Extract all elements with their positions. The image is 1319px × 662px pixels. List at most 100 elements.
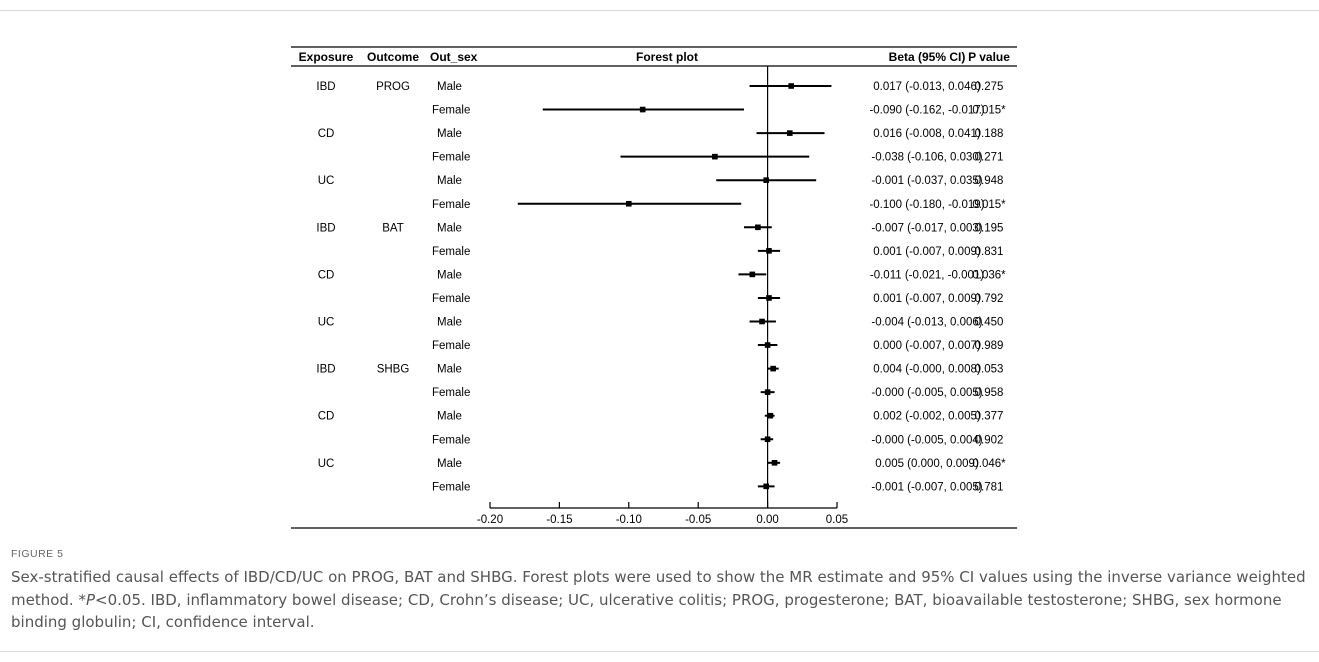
sex-cell: Female <box>432 105 470 117</box>
sex-cell: Male <box>437 222 462 234</box>
point-estimate <box>749 271 756 278</box>
point-estimate <box>639 106 646 113</box>
point-estimate <box>787 130 793 136</box>
table-row: UC Male -0.004 (-0.013, 0.006)0.450 <box>318 317 1004 329</box>
header-p-value: P value <box>968 50 1010 64</box>
table-row: Female 0.001 (-0.007, 0.009)0.792 <box>432 293 1003 305</box>
p-value-cell: 0.377 <box>975 411 1004 423</box>
sex-cell: Female <box>432 387 470 399</box>
point-estimate <box>763 483 770 490</box>
caption-italic-p: P <box>85 590 96 609</box>
point-estimate <box>788 83 794 89</box>
sex-cell: Female <box>432 246 470 258</box>
point-estimate <box>763 177 770 183</box>
p-value-cell: 0.958 <box>975 387 1004 399</box>
exposure-cell: UC <box>318 317 335 329</box>
point-estimate <box>755 224 761 231</box>
p-value-cell: 0.902 <box>975 434 1004 446</box>
point-estimate <box>766 295 772 301</box>
x-tick-label: -0.20 <box>477 514 503 526</box>
beta-ci-cell: 0.004 (-0.000, 0.008) <box>873 364 981 376</box>
table-row: Female -0.038 (-0.106, 0.030)0.271 <box>432 152 1003 164</box>
sex-cell: Male <box>437 269 462 281</box>
p-value-cell: 0.831 <box>975 246 1004 258</box>
table-row: Female -0.090 (-0.162, -0.017)0.015* <box>432 105 1006 117</box>
sex-cell: Female <box>432 199 470 211</box>
beta-ci-cell: 0.005 (0.000, 0.009) <box>875 458 979 470</box>
beta-ci-cell: -0.011 (-0.021, -0.001) <box>870 269 984 281</box>
table-row: IBD BAT Male -0.007 (-0.017, 0.003)0.195 <box>316 222 1003 234</box>
figure-caption: Sex-stratified causal effects of IBD/CD/… <box>11 566 1306 634</box>
caption-text-post: <0.05. IBD, inflammatory bowel disease; … <box>11 590 1282 632</box>
point-estimate <box>759 318 765 325</box>
beta-ci-cell: -0.100 (-0.180, -0.019) <box>869 199 984 211</box>
header-exposure: Exposure <box>299 50 354 64</box>
table-rows: IBD PROG Male 0.017 (-0.013, 0.046)0.275 Fem… <box>316 81 1006 493</box>
point-estimate <box>626 200 632 207</box>
beta-ci-cell: -0.038 (-0.106, 0.030) <box>871 152 982 164</box>
p-value-cell: 0.271 <box>975 152 1004 164</box>
x-tick-label: -0.15 <box>546 514 572 526</box>
table-row: CD Male 0.002 (-0.002, 0.005)0.377 <box>318 411 1004 423</box>
table-row: IBD PROG Male 0.017 (-0.013, 0.046)0.275 <box>316 81 1003 93</box>
sex-cell: Male <box>437 458 462 470</box>
outcome-cell: SHBG <box>377 364 410 376</box>
table-row: CD Male 0.016 (-0.008, 0.041)0.188 <box>318 128 1004 140</box>
table-row: UC Male 0.005 (0.000, 0.009)0.046* <box>318 458 1006 470</box>
p-value-cell: 0.053 <box>975 364 1004 376</box>
figure-label: FIGURE 5 <box>11 548 64 560</box>
sex-cell: Male <box>437 364 462 376</box>
beta-ci-cell: -0.004 (-0.013, 0.006) <box>871 317 982 329</box>
p-value-cell: 0.792 <box>975 293 1004 305</box>
outcome-cell: PROG <box>376 81 410 93</box>
exposure-cell: CD <box>318 128 335 140</box>
sex-cell: Male <box>437 411 462 423</box>
p-value-cell: 0.015* <box>972 199 1006 211</box>
point-estimate <box>767 412 774 419</box>
beta-ci-cell: -0.090 (-0.162, -0.017) <box>869 105 984 117</box>
p-value-cell: 0.989 <box>975 340 1004 352</box>
sex-cell: Male <box>437 175 462 187</box>
exposure-cell: IBD <box>316 81 335 93</box>
beta-ci-cell: -0.001 (-0.037, 0.035) <box>871 175 982 187</box>
sex-cell: Female <box>432 340 470 352</box>
sex-cell: Male <box>437 317 462 329</box>
exposure-cell: UC <box>318 175 335 187</box>
beta-ci-cell: 0.002 (-0.002, 0.005) <box>873 411 981 423</box>
p-value-cell: 0.036* <box>972 269 1006 281</box>
table-row: Female -0.000 (-0.005, 0.005)0.958 <box>432 387 1003 399</box>
x-axis: -0.20 -0.15 -0.10 -0.05 0.00 0.05 <box>477 502 848 526</box>
p-value-cell: 0.781 <box>975 481 1004 493</box>
forest-plot-figure: Exposure Outcome Out_sex Forest plot Bet… <box>291 46 1017 529</box>
p-value-cell: 0.195 <box>975 222 1004 234</box>
table-row: Female -0.001 (-0.007, 0.005)0.781 <box>432 481 1003 493</box>
header-outcome: Outcome <box>367 50 419 64</box>
sex-cell: Female <box>432 481 470 493</box>
table-row: Female 0.000 (-0.007, 0.007)0.989 <box>432 340 1003 352</box>
header-forest-plot: Forest plot <box>636 50 698 64</box>
point-estimate <box>766 248 772 254</box>
outcome-cell: BAT <box>382 222 404 234</box>
table-row: IBD SHBG Male 0.004 (-0.000, 0.008)0.053 <box>316 364 1003 376</box>
beta-ci-cell: 0.000 (-0.007, 0.007) <box>873 340 981 352</box>
p-value-cell: 0.046* <box>972 458 1006 470</box>
exposure-cell: UC <box>318 458 335 470</box>
sex-cell: Female <box>432 152 470 164</box>
table-row: Female 0.001 (-0.007, 0.009)0.831 <box>432 246 1003 258</box>
sex-cell: Female <box>432 293 470 305</box>
point-estimate <box>771 460 778 466</box>
beta-ci-cell: -0.007 (-0.017, 0.003) <box>871 222 982 234</box>
p-value-cell: 0.948 <box>975 175 1004 187</box>
p-value-cell: 0.015* <box>972 105 1006 117</box>
caption-text-pre: Sex-stratified causal effects of IBD/CD/… <box>11 568 1306 609</box>
exposure-cell: CD <box>318 411 335 423</box>
table-row: Female -0.000 (-0.005, 0.004)0.902 <box>432 434 1003 446</box>
exposure-cell: IBD <box>316 222 335 234</box>
p-value-cell: 0.275 <box>975 81 1004 93</box>
beta-ci-cell: 0.001 (-0.007, 0.009) <box>873 293 981 305</box>
p-value-cell: 0.188 <box>975 128 1004 140</box>
exposure-cell: CD <box>318 269 335 281</box>
sex-cell: Female <box>432 434 470 446</box>
beta-ci-cell: -0.000 (-0.005, 0.004) <box>871 434 982 446</box>
x-tick-label: 0.05 <box>826 514 848 526</box>
